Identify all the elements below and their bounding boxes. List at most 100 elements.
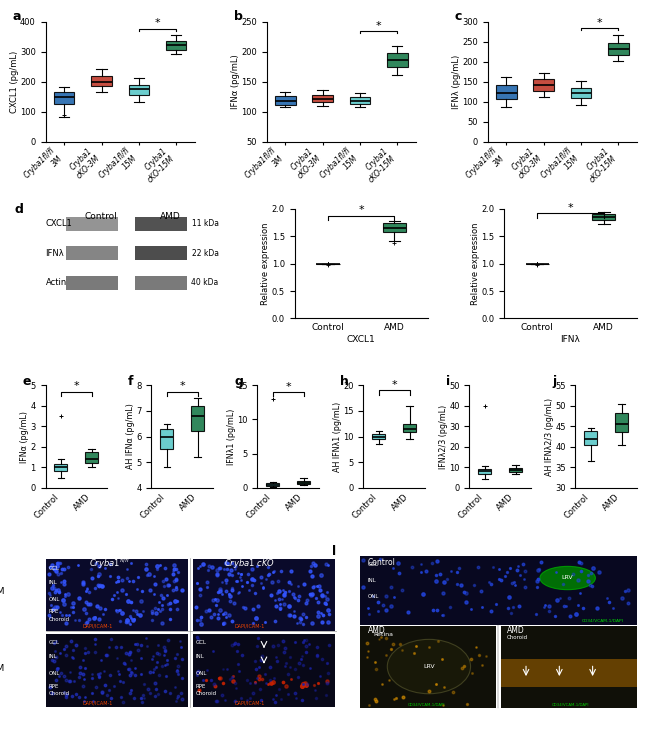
Text: AMD: AMD (368, 626, 385, 635)
Text: *: * (391, 380, 397, 390)
Bar (192, 559, 335, 631)
Text: c: c (455, 10, 462, 23)
Y-axis label: Relative expression: Relative expression (471, 223, 480, 305)
PathPatch shape (350, 97, 370, 104)
Text: h: h (340, 375, 349, 388)
X-axis label: CXCL1: CXCL1 (347, 335, 376, 344)
Text: g: g (234, 375, 243, 388)
Text: RPE: RPE (196, 684, 206, 689)
Text: CD34/VCAM-1/DAPI: CD34/VCAM-1/DAPI (408, 703, 445, 706)
Text: LRV: LRV (562, 575, 573, 580)
Bar (359, 626, 495, 709)
Text: Choroid: Choroid (48, 617, 70, 622)
Y-axis label: AH IFNα (pg/mL): AH IFNα (pg/mL) (126, 403, 135, 469)
Y-axis label: AH IFNλ2/3 (pg/mL): AH IFNλ2/3 (pg/mL) (545, 397, 554, 476)
PathPatch shape (312, 95, 333, 102)
Bar (46, 634, 188, 707)
Text: GCL: GCL (196, 640, 207, 645)
Text: INL: INL (196, 654, 204, 659)
Text: ONL: ONL (196, 671, 207, 676)
Text: Actin: Actin (46, 278, 67, 288)
Text: i: i (446, 375, 450, 388)
Text: DAPI/ICAM-1: DAPI/ICAM-1 (234, 624, 265, 629)
Text: Choroid: Choroid (196, 692, 216, 696)
Text: e: e (22, 375, 31, 388)
Text: GCL: GCL (48, 640, 59, 645)
PathPatch shape (383, 223, 406, 232)
PathPatch shape (266, 483, 280, 486)
Text: Control: Control (368, 558, 396, 567)
Y-axis label: IFNλ2/3 (pg/mL): IFNλ2/3 (pg/mL) (439, 405, 448, 468)
PathPatch shape (91, 76, 112, 86)
Text: AMD: AMD (506, 626, 525, 635)
PathPatch shape (584, 431, 597, 445)
Text: RPE: RPE (48, 609, 58, 614)
Text: Control: Control (84, 212, 117, 221)
Text: *: * (567, 203, 573, 213)
PathPatch shape (275, 97, 296, 105)
Bar (359, 556, 637, 624)
Text: a: a (12, 10, 21, 23)
Text: 7M: 7M (0, 588, 5, 597)
Text: INL: INL (48, 654, 57, 659)
Bar (135, 276, 187, 290)
Text: IFNλ: IFNλ (46, 249, 64, 258)
PathPatch shape (592, 214, 616, 220)
Ellipse shape (540, 567, 595, 590)
PathPatch shape (129, 85, 149, 94)
Text: d: d (14, 203, 23, 217)
Text: $Cryba1$ cKO: $Cryba1$ cKO (224, 556, 275, 569)
Text: ONL: ONL (48, 671, 60, 676)
Bar (66, 276, 118, 290)
Y-axis label: IFNα (pg/mL): IFNα (pg/mL) (231, 55, 240, 109)
Text: DAPI/ICAM-1: DAPI/ICAM-1 (83, 624, 113, 629)
Bar (135, 246, 187, 261)
PathPatch shape (387, 53, 408, 67)
Text: *: * (285, 382, 291, 392)
Y-axis label: IFNλ (pg/mL): IFNλ (pg/mL) (452, 55, 461, 109)
PathPatch shape (297, 481, 310, 484)
Text: DAPI/ICAM-1: DAPI/ICAM-1 (83, 701, 113, 706)
Text: *: * (155, 18, 161, 28)
Text: j: j (552, 375, 556, 388)
Text: $Cryba1^{fl/fl}$: $Cryba1^{fl/fl}$ (89, 556, 130, 571)
PathPatch shape (191, 406, 204, 431)
Ellipse shape (387, 639, 471, 694)
Y-axis label: IFNλ1 (pg/mL): IFNλ1 (pg/mL) (227, 408, 236, 465)
Text: *: * (376, 20, 382, 31)
Text: INL: INL (48, 580, 57, 585)
Text: INL: INL (368, 578, 376, 583)
Y-axis label: Relative expression: Relative expression (261, 223, 270, 305)
Text: CD34/VCAM-1/DAPI: CD34/VCAM-1/DAPI (581, 619, 623, 623)
Bar (46, 559, 188, 631)
Text: f: f (128, 375, 133, 388)
Text: *: * (73, 381, 79, 391)
PathPatch shape (534, 79, 554, 91)
Text: Choroid: Choroid (506, 635, 528, 640)
Text: CXCL1: CXCL1 (46, 219, 72, 228)
Text: ONL: ONL (48, 597, 60, 602)
Text: b: b (234, 10, 242, 23)
Y-axis label: AH IFNλ1 (pg/mL): AH IFNλ1 (pg/mL) (333, 401, 342, 471)
Bar (192, 634, 335, 707)
Text: 18M: 18M (0, 664, 5, 673)
Bar (135, 217, 187, 231)
Text: 22 kDa: 22 kDa (192, 249, 218, 258)
PathPatch shape (54, 92, 75, 103)
PathPatch shape (372, 434, 385, 439)
Text: CD34/VCAM-1/DAPI: CD34/VCAM-1/DAPI (552, 703, 589, 706)
Text: 11 kDa: 11 kDa (192, 219, 218, 228)
Text: *: * (597, 18, 603, 28)
PathPatch shape (55, 463, 68, 471)
PathPatch shape (166, 40, 187, 51)
PathPatch shape (403, 424, 416, 433)
Text: *: * (179, 381, 185, 392)
Text: LRV: LRV (423, 664, 435, 669)
Text: Choroid: Choroid (48, 692, 70, 696)
Bar (501, 659, 637, 687)
Text: DAPI/ICAM-1: DAPI/ICAM-1 (234, 701, 265, 706)
PathPatch shape (161, 429, 174, 449)
X-axis label: IFNλ: IFNλ (560, 335, 580, 344)
PathPatch shape (85, 452, 98, 463)
Text: GCL: GCL (368, 562, 379, 567)
